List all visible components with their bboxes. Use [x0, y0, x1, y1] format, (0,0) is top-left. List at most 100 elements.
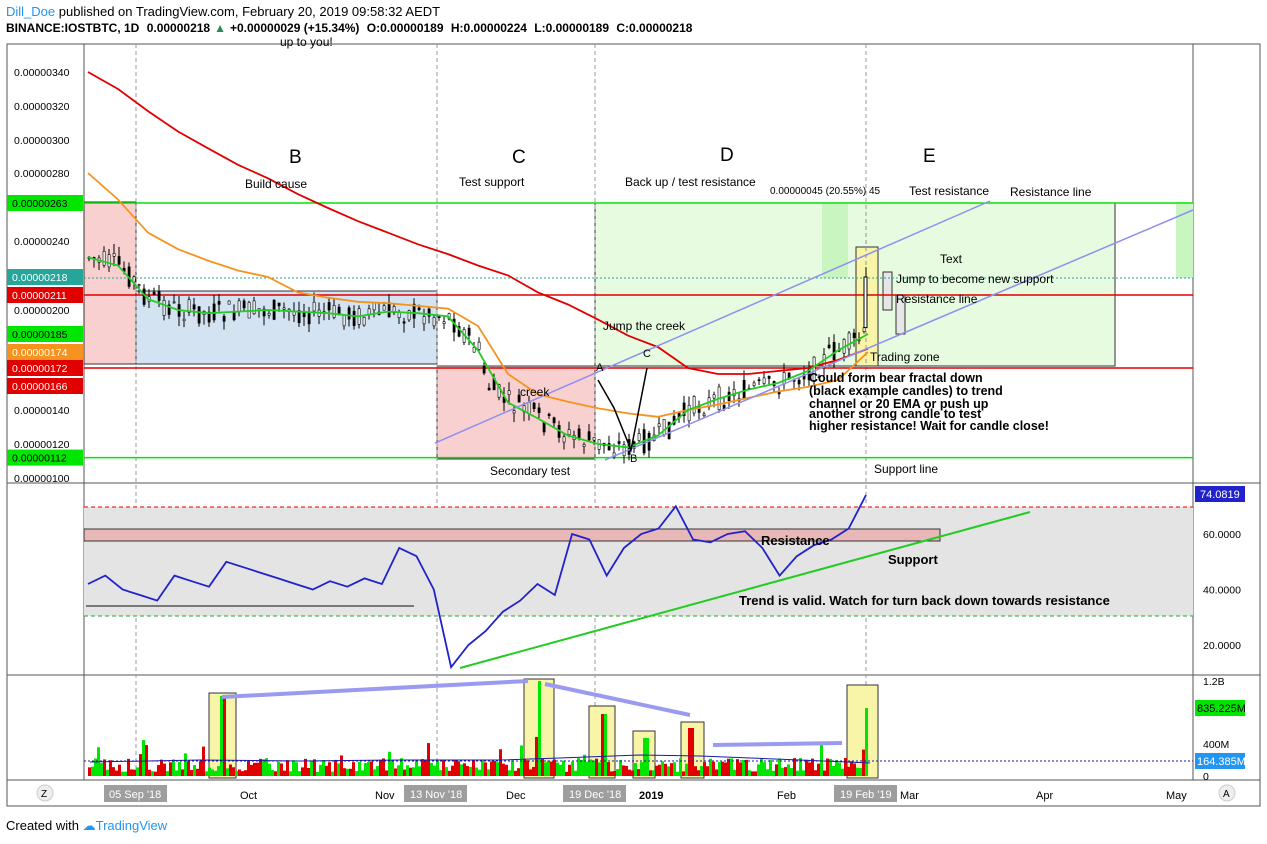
volume-bar — [430, 762, 433, 776]
author-name[interactable]: Dill_Doe — [6, 4, 56, 19]
volume-bar — [391, 759, 394, 776]
candle-body — [347, 307, 351, 320]
volume-bar — [133, 769, 136, 776]
auto-scale-icon-label: A — [1223, 789, 1230, 800]
volume-bar — [751, 771, 754, 776]
x-highlight-dec: 19 Dec '18 — [569, 789, 621, 801]
volume-bar — [739, 762, 742, 776]
volume-trend-lines — [221, 679, 843, 747]
volume-bar — [235, 770, 238, 776]
time-axis: Oct Nov Dec 2019 Feb Mar Apr May 05 Sep … — [104, 785, 1187, 802]
candle-body — [217, 300, 221, 305]
volume-bar — [562, 760, 565, 776]
strategy-note: Could form bear fractal down (black exam… — [809, 371, 1049, 433]
tradingview-logo-icon[interactable]: ☁ — [82, 818, 96, 833]
zoom-icon[interactable] — [36, 784, 54, 802]
candle-body — [562, 436, 566, 443]
volume-bar — [166, 771, 169, 776]
volume-bar — [220, 696, 223, 776]
volume-bar — [364, 763, 367, 776]
volume-bar — [703, 762, 706, 776]
example-candle-1 — [882, 271, 893, 311]
volume-bar — [787, 764, 790, 776]
volume-bar — [580, 759, 583, 776]
footer: Created with ☁TradingView — [6, 818, 167, 834]
zone-right — [1176, 203, 1193, 278]
volume-bar — [832, 765, 835, 776]
publish-info: Dill_Doe published on TradingView.com, F… — [6, 4, 440, 19]
volume-bar — [496, 762, 499, 776]
candle-body — [412, 303, 416, 319]
volume-bar — [637, 769, 640, 776]
volume-bar — [289, 771, 292, 776]
jump-creek-label: Jump the creek — [603, 319, 686, 333]
volume-bar — [244, 770, 247, 776]
rsi-resistance-box — [83, 528, 941, 542]
volume-bar — [205, 771, 208, 776]
volume-bar — [529, 769, 532, 776]
volume-bar — [817, 763, 820, 776]
volume-bar — [571, 761, 574, 776]
volume-bar — [358, 761, 361, 776]
volume-bar — [736, 759, 739, 776]
volume-bar — [448, 770, 451, 776]
volume-bar — [826, 758, 829, 776]
high-label: H: — [450, 21, 464, 35]
auto-scale-icon[interactable] — [1218, 784, 1236, 802]
price-tick-3: 0.00000280 — [14, 168, 70, 180]
zone-c — [436, 365, 596, 460]
price-tick-2: 0.00000300 — [14, 135, 70, 147]
volume-bar — [754, 771, 757, 776]
candle-body — [197, 306, 201, 324]
candle-body — [417, 307, 421, 310]
candle-body — [152, 291, 156, 295]
volume-bar — [559, 764, 562, 776]
candle-body — [517, 394, 521, 403]
candle-body — [252, 300, 256, 315]
volume-bars — [88, 681, 868, 776]
rsi-trend-label: Trend is valid. Watch for turn back down… — [739, 593, 1110, 608]
candle-body — [422, 316, 426, 325]
abc-pattern — [597, 367, 648, 453]
candle-body — [682, 402, 686, 417]
volume-bar — [172, 759, 175, 776]
volume-bar — [547, 760, 550, 776]
tradingview-brand[interactable]: TradingView — [95, 818, 168, 833]
candle-body — [687, 404, 691, 422]
volume-bar — [805, 759, 808, 776]
volume-bar — [490, 761, 493, 776]
candle-body — [427, 308, 431, 317]
volume-bar — [313, 759, 316, 776]
volume-bar — [484, 762, 487, 776]
volume-bar — [691, 728, 694, 776]
price-badge-label-6: 0.00000166 — [12, 381, 68, 393]
volume-bar — [556, 762, 559, 776]
note-line-4: another strong candle to test — [809, 407, 982, 421]
volume-bar — [367, 762, 370, 776]
candle-body — [637, 433, 641, 441]
volume-bar — [433, 765, 436, 776]
volume-bar — [181, 769, 184, 776]
volume-bar — [511, 760, 514, 776]
candle-body — [372, 302, 376, 311]
volume-bar — [697, 770, 700, 776]
vol-badge-2 — [1195, 753, 1245, 769]
volume-bar — [112, 767, 115, 776]
candle-body — [262, 308, 266, 317]
volume-bar — [229, 764, 232, 776]
candle-body — [782, 372, 786, 385]
ema-line-0 — [87, 71, 869, 375]
volume-bar — [277, 761, 280, 776]
rsi-tick-2: 20.0000 — [1203, 640, 1241, 652]
candle-body — [667, 421, 671, 440]
volume-bar — [619, 759, 622, 776]
volume-bar — [610, 771, 613, 776]
volume-bar — [322, 760, 325, 776]
volume-bar — [265, 758, 268, 776]
candle-body — [657, 423, 661, 428]
volume-bar — [526, 760, 529, 776]
volume-bar — [169, 762, 172, 776]
candle-body — [817, 376, 821, 379]
volume-bar — [814, 770, 817, 776]
